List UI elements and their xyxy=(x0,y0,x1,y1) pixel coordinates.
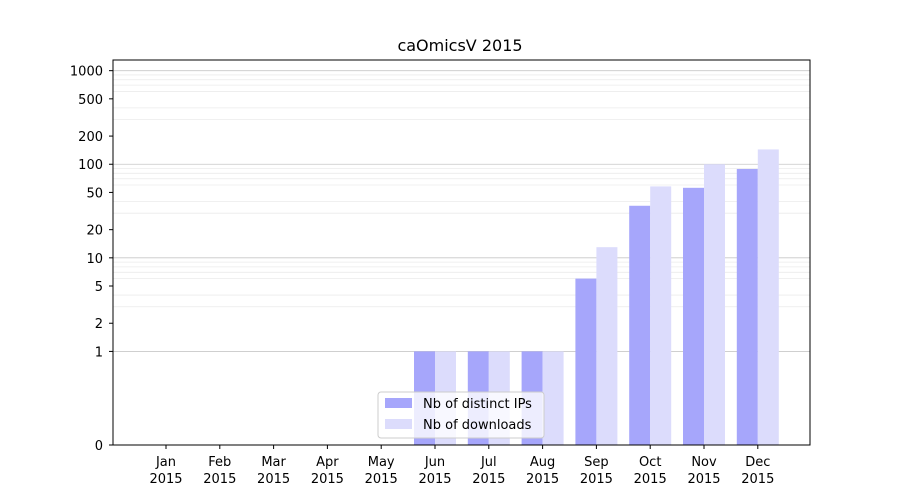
bar-distinct-ips-oct xyxy=(629,205,651,445)
x-tick-label-month: Jun xyxy=(424,455,445,470)
x-tick-label-year: 2015 xyxy=(365,472,398,487)
bar-downloads-dec xyxy=(757,149,779,445)
x-tick-label-year: 2015 xyxy=(634,472,667,487)
bar-distinct-ips-nov xyxy=(683,187,704,445)
y-tick-label: 5 xyxy=(95,280,103,295)
bar-distinct-ips-dec xyxy=(736,168,758,445)
legend-label: Nb of downloads xyxy=(423,418,532,433)
grid-lines xyxy=(113,70,810,352)
x-tick-label-year: 2015 xyxy=(257,472,290,487)
y-tick-label: 500 xyxy=(78,93,103,108)
x-tick-label-year: 2015 xyxy=(203,472,236,487)
x-tick-label-year: 2015 xyxy=(741,472,774,487)
bar-downloads-sep xyxy=(596,247,618,445)
y-tick-label: 10 xyxy=(86,252,103,267)
y-tick-label: 1 xyxy=(95,345,103,360)
legend: Nb of distinct IPs Nb of downloads xyxy=(377,391,545,439)
x-tick-label-month: Feb xyxy=(208,455,231,470)
x-tick-label-year: 2015 xyxy=(149,472,182,487)
y-tick-label: 100 xyxy=(78,158,103,173)
x-tick-label-year: 2015 xyxy=(311,472,344,487)
y-tick-label: 50 xyxy=(86,186,103,201)
legend-swatch xyxy=(385,398,412,408)
x-tick-label-year: 2015 xyxy=(472,472,505,487)
legend-label: Nb of distinct IPs xyxy=(423,397,532,412)
legend-swatch xyxy=(385,419,412,429)
axes: 0 1 2 5 10 20 50 100 200 500 1000 Jan 2015 Feb 2015 Mar… xyxy=(70,59,811,487)
x-tick-label-month: Oct xyxy=(639,455,661,470)
x-tick-label-year: 2015 xyxy=(418,472,451,487)
x-tick-label-month: Jan xyxy=(155,455,176,470)
x-tick-label-year: 2015 xyxy=(580,472,613,487)
legend-box xyxy=(377,391,545,439)
y-tick-label: 2 xyxy=(95,317,103,332)
y-tick-label: 0 xyxy=(95,439,103,454)
y-tick-label: 200 xyxy=(78,130,103,145)
x-tick-label-month: Dec xyxy=(745,455,770,470)
bars xyxy=(414,149,779,445)
x-tick-label-year: 2015 xyxy=(526,472,559,487)
bar-downloads-nov xyxy=(704,164,725,445)
y-tick-label: 1000 xyxy=(70,65,103,80)
bar-downloads-aug xyxy=(542,351,564,445)
x-tick-label-month: May xyxy=(368,455,395,470)
x-tick-label-month: Mar xyxy=(261,455,286,470)
x-tick-label-month: Aug xyxy=(530,455,555,470)
y-tick-label: 20 xyxy=(86,224,103,239)
x-tick-label-year: 2015 xyxy=(687,472,720,487)
x-tick-label-month: Nov xyxy=(691,455,717,470)
x-tick-label-month: Apr xyxy=(316,455,339,470)
bar-downloads-oct xyxy=(650,186,672,445)
x-tick-label-month: Jul xyxy=(480,455,497,470)
bar-distinct-ips-sep xyxy=(575,278,597,445)
x-tick-label-month: Sep xyxy=(584,455,609,470)
chart-title: caOmicsV 2015 xyxy=(397,36,522,55)
plot-frame xyxy=(112,59,811,446)
